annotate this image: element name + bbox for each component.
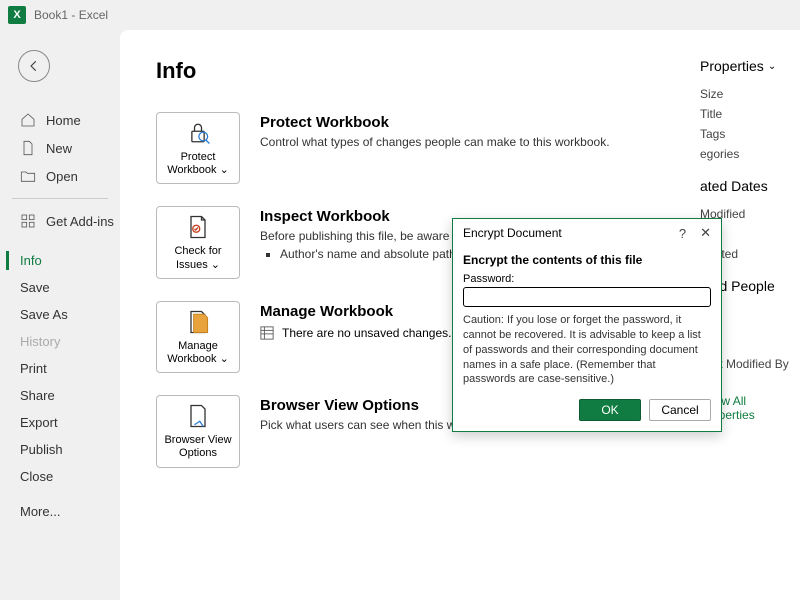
help-icon[interactable]: ? — [679, 226, 686, 241]
excel-app-icon: X — [8, 6, 26, 24]
dialog-subtitle: Encrypt the contents of this file — [463, 253, 711, 267]
backstage-sidebar: Home New Open Get Add-ins Info Save Save… — [0, 30, 120, 600]
nav-label: Save As — [20, 307, 68, 322]
nav-divider — [12, 198, 108, 199]
section-desc: Control what types of changes people can… — [260, 135, 680, 149]
dialog-body: Encrypt the contents of this file Passwo… — [453, 247, 721, 431]
nav-label: Share — [20, 388, 55, 403]
nav-label: Open — [46, 169, 78, 184]
button-label: Manage Workbook ⌄ — [161, 340, 235, 366]
heading-text: Properties — [700, 58, 764, 74]
button-label: Check for Issues ⌄ — [161, 245, 235, 271]
nav-open[interactable]: Open — [0, 162, 120, 190]
nav-more[interactable]: More... — [0, 498, 120, 525]
caution-text: Caution: If you lose or forget the passw… — [463, 313, 711, 387]
new-file-icon — [20, 140, 36, 156]
nav-label: Save — [20, 280, 50, 295]
dialog-title-text: Encrypt Document — [463, 226, 562, 240]
nav-close[interactable]: Close — [0, 463, 120, 490]
prop-categories: egories — [700, 144, 800, 164]
protect-workbook-button[interactable]: Protect Workbook ⌄ — [156, 112, 240, 184]
section-heading: Protect Workbook — [260, 114, 680, 131]
browser-view-options-button[interactable]: Browser View Options — [156, 395, 240, 467]
document-check-icon — [184, 213, 212, 241]
nav-label: Print — [20, 361, 47, 376]
addins-icon — [20, 213, 36, 229]
workbook-small-icon — [260, 326, 274, 340]
nav-save-as[interactable]: Save As — [0, 301, 120, 328]
nav-label: Info — [20, 253, 42, 268]
window-title: Book1 - Excel — [34, 8, 108, 22]
nav-label: Export — [20, 415, 58, 430]
check-for-issues-button[interactable]: Check for Issues ⌄ — [156, 206, 240, 278]
ok-button[interactable]: OK — [579, 399, 641, 421]
nav-save[interactable]: Save — [0, 274, 120, 301]
password-label: Password: — [463, 273, 711, 285]
password-input[interactable] — [463, 287, 711, 307]
nav-new[interactable]: New — [0, 134, 120, 162]
nav-get-addins[interactable]: Get Add-ins — [0, 207, 120, 235]
encrypt-document-dialog: Encrypt Document ? ✕ Encrypt the content… — [452, 218, 722, 432]
lock-shield-icon — [184, 119, 212, 147]
close-icon[interactable]: ✕ — [700, 225, 711, 241]
nav-info[interactable]: Info — [0, 247, 120, 274]
nav-label: More... — [20, 504, 60, 519]
nav-label: Publish — [20, 442, 63, 457]
document-web-icon — [184, 402, 212, 430]
prop-size: Size — [700, 84, 800, 104]
cancel-button[interactable]: Cancel — [649, 399, 711, 421]
button-label: Browser View Options — [161, 434, 235, 460]
chevron-down-icon: ⌄ — [768, 61, 776, 72]
nav-label: History — [20, 334, 60, 349]
button-label: Protect Workbook ⌄ — [161, 151, 235, 177]
properties-heading[interactable]: Properties ⌄ — [700, 58, 800, 74]
nav-home[interactable]: Home — [0, 106, 120, 134]
prop-title: Title — [700, 104, 800, 124]
related-dates-heading: ated Dates — [700, 178, 800, 194]
dialog-buttons: OK Cancel — [463, 399, 711, 421]
no-changes-text: There are no unsaved changes. — [282, 326, 451, 340]
back-button[interactable] — [18, 50, 50, 82]
manage-workbook-button[interactable]: Manage Workbook ⌄ — [156, 301, 240, 373]
home-icon — [20, 112, 36, 128]
nav-label: Close — [20, 469, 53, 484]
nav-publish[interactable]: Publish — [0, 436, 120, 463]
nav-label: Home — [46, 113, 81, 128]
nav-history: History — [0, 328, 120, 355]
arrow-left-icon — [27, 59, 41, 73]
dialog-titlebar: Encrypt Document ? ✕ — [453, 219, 721, 247]
nav-print[interactable]: Print — [0, 355, 120, 382]
nav-export[interactable]: Export — [0, 409, 120, 436]
nav-label: Get Add-ins — [46, 214, 114, 229]
prop-tags: Tags — [700, 124, 800, 144]
document-history-icon — [184, 308, 212, 336]
nav-label: New — [46, 141, 72, 156]
nav-share[interactable]: Share — [0, 382, 120, 409]
titlebar: X Book1 - Excel — [0, 0, 800, 30]
folder-open-icon — [20, 168, 36, 184]
